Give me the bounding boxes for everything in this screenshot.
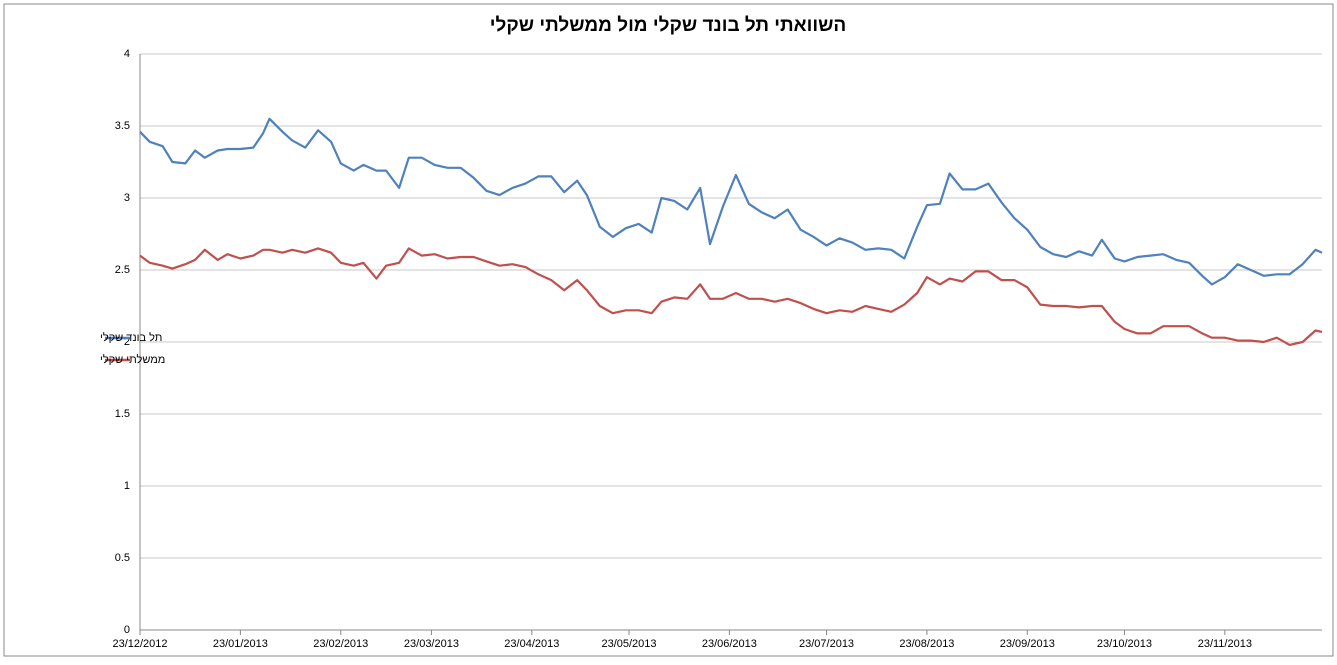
series-line	[139, 247, 1323, 346]
x-tick-label: 23/06/2013	[702, 638, 757, 650]
y-tick-label: 4	[124, 48, 130, 60]
y-tick-label: 3.5	[115, 120, 130, 132]
x-tick-label: 23/09/2013	[1000, 638, 1055, 650]
y-tick-label: 1.5	[115, 408, 130, 420]
x-tick-label: 23/12/2012	[112, 638, 167, 650]
legend-label: ממשלתי שקלי	[100, 353, 165, 366]
legend-label: תל בונד שקלי	[100, 331, 162, 344]
x-tick-label: 23/04/2013	[504, 638, 559, 650]
x-tick-label: 23/08/2013	[899, 638, 954, 650]
x-tick-label: 23/07/2013	[799, 638, 854, 650]
y-tick-label: 3	[124, 192, 130, 204]
x-tick-label: 23/05/2013	[601, 638, 656, 650]
x-tick-label: 23/03/2013	[404, 638, 459, 650]
y-tick-label: 0.5	[115, 552, 130, 564]
x-tick-label: 23/02/2013	[313, 638, 368, 650]
y-tick-label: 0	[124, 624, 130, 636]
chart-title: השוואתי תל בונד שקלי מול ממשלתי שקלי	[490, 15, 846, 36]
x-tick-label: 23/11/2013	[1198, 638, 1252, 650]
y-tick-label: 2.5	[115, 264, 130, 276]
series-line	[139, 117, 1323, 286]
x-tick-label: 23/10/2013	[1097, 638, 1152, 650]
x-tick-label: 23/01/2013	[213, 638, 268, 650]
chart-frame	[3, 3, 1334, 657]
y-tick-label: 2	[124, 336, 130, 348]
y-tick-label: 1	[124, 480, 130, 492]
